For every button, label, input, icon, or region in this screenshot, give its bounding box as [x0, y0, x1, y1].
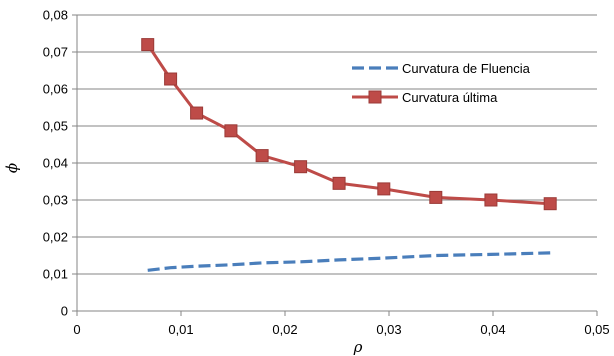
x-axis-label: ρ [353, 338, 363, 356]
x-tick-label: 0,04 [480, 322, 505, 337]
x-tick-label: 0,03 [376, 322, 401, 337]
data-point-marker [141, 38, 155, 52]
data-point-marker [224, 124, 238, 138]
legend-label: Curvatura última [402, 90, 498, 105]
x-tick-label: 0 [73, 322, 80, 337]
y-tick-label: 0,01 [43, 267, 68, 282]
y-tick-label: 0 [61, 304, 68, 319]
y-tick-label: 0,06 [43, 82, 68, 97]
y-tick-label: 0,02 [43, 230, 68, 245]
legend-label: Curvatura de Fluencia [402, 61, 531, 76]
data-point-marker [255, 149, 269, 163]
data-point-marker [332, 176, 346, 190]
y-axis-label: ϕ [3, 163, 21, 173]
axes [72, 14, 598, 316]
data-point-marker [294, 160, 308, 174]
x-tick-label: 0,05 [584, 322, 609, 337]
series [141, 38, 557, 272]
legend-marker-ultima [368, 90, 382, 104]
y-tick-label: 0,08 [43, 8, 68, 23]
y-tick-label: 0,07 [43, 45, 68, 60]
x-tick-label: 0,01 [168, 322, 193, 337]
data-point-marker [484, 193, 498, 207]
series-line-fluencia [147, 251, 551, 272]
data-point-marker [377, 182, 391, 196]
legend: Curvatura de Fluencia Curvatura última [352, 61, 531, 105]
x-tick-label: 0,02 [272, 322, 297, 337]
y-tick-label: 0,04 [43, 156, 68, 171]
y-tick-label: 0,05 [43, 119, 68, 134]
y-tick-label: 0,03 [43, 193, 68, 208]
data-point-marker [190, 106, 204, 120]
data-point-marker [164, 72, 178, 86]
tick-labels: 0 0,01 0,02 0,03 0,04 0,05 0,06 0,07 0,08 0 0,01 0,… [43, 8, 610, 338]
gridlines [77, 14, 597, 275]
data-point-marker [429, 190, 443, 204]
data-point-marker [543, 197, 557, 211]
